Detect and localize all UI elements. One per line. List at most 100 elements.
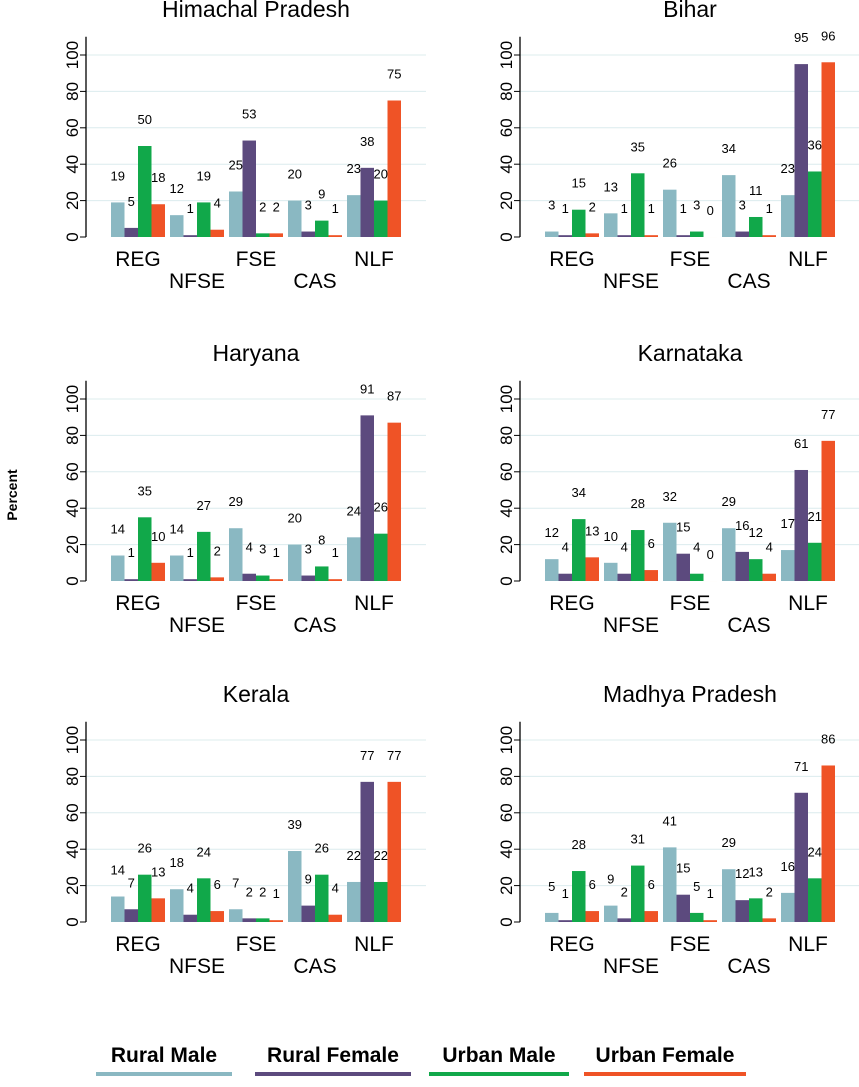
bar <box>545 559 559 581</box>
data-label: 1 <box>273 886 280 901</box>
data-label: 10 <box>151 529 165 544</box>
y-tick-label: 40 <box>497 499 516 518</box>
data-label: 6 <box>589 877 596 892</box>
bar <box>210 577 224 581</box>
bar <box>735 551 749 581</box>
bar <box>735 231 749 237</box>
x-tick-label: NLF <box>788 248 828 271</box>
data-label: 35 <box>138 483 152 498</box>
bar <box>821 62 835 237</box>
x-tick-label: REG <box>115 248 161 271</box>
x-tick-label: REG <box>549 592 595 615</box>
bar <box>256 575 270 581</box>
data-label: 24 <box>347 503 361 518</box>
bar <box>151 562 165 581</box>
panel-title: Himachal Pradesh <box>162 0 350 22</box>
data-label: 24 <box>808 844 822 859</box>
bar <box>347 537 361 581</box>
data-label: 2 <box>246 884 253 899</box>
x-tick-label: NFSE <box>169 270 225 293</box>
bar <box>558 573 572 581</box>
bar <box>387 100 401 237</box>
data-label: 14 <box>111 522 125 537</box>
x-tick-label: NFSE <box>169 955 225 978</box>
data-label: 4 <box>187 881 194 896</box>
x-tick-label: NLF <box>354 933 394 956</box>
bar <box>170 889 184 922</box>
bar <box>138 517 152 581</box>
data-label: 26 <box>663 156 677 171</box>
bar <box>572 209 586 237</box>
data-label: 20 <box>288 511 302 526</box>
data-label: 1 <box>707 886 714 901</box>
panel-haryana: Haryana0204060801001413510REG141272NFSE2… <box>63 340 426 637</box>
bar <box>690 912 704 922</box>
data-label: 3 <box>305 198 312 213</box>
y-tick-label: 60 <box>497 803 516 822</box>
data-label: 6 <box>648 536 655 551</box>
chart-legend: Rural Male Rural Female Urban Male Urban… <box>0 1044 859 1084</box>
bar <box>315 566 329 581</box>
x-tick-label: NFSE <box>169 614 225 637</box>
data-label: 1 <box>332 201 339 216</box>
bar <box>585 911 599 922</box>
bar <box>794 469 808 581</box>
data-label: 53 <box>242 107 256 122</box>
x-tick-label: NLF <box>788 592 828 615</box>
x-tick-label: REG <box>115 592 161 615</box>
bar <box>762 573 776 581</box>
data-label: 24 <box>197 844 211 859</box>
bar <box>676 235 690 237</box>
data-label: 28 <box>631 496 645 511</box>
bar <box>197 878 211 922</box>
data-label: 4 <box>562 540 569 555</box>
data-label: 2 <box>766 884 773 899</box>
legend-swatch <box>255 1072 411 1076</box>
legend-swatch <box>429 1072 569 1076</box>
y-tick-label: 40 <box>63 499 82 518</box>
data-label: 2 <box>589 199 596 214</box>
data-label: 0 <box>707 547 714 562</box>
legend-label: Rural Female <box>267 1044 399 1067</box>
bar <box>124 579 138 581</box>
x-tick-label: CAS <box>727 270 770 293</box>
data-label: 5 <box>693 879 700 894</box>
x-tick-label: CAS <box>293 614 336 637</box>
data-label: 2 <box>621 884 628 899</box>
x-tick-label: NLF <box>354 592 394 615</box>
bar <box>301 575 315 581</box>
bar <box>821 765 835 922</box>
data-label: 16 <box>735 518 749 533</box>
y-tick-label: 100 <box>63 726 82 754</box>
bar <box>315 220 329 237</box>
y-tick-label: 80 <box>497 82 516 101</box>
data-label: 96 <box>821 28 835 43</box>
bar <box>124 909 138 922</box>
y-tick-label: 60 <box>63 462 82 481</box>
data-label: 50 <box>138 112 152 127</box>
data-label: 12 <box>749 525 763 540</box>
y-tick-label: 80 <box>497 426 516 445</box>
x-tick-label: FSE <box>670 933 711 956</box>
bar <box>558 920 572 922</box>
bar <box>347 881 361 922</box>
data-label: 1 <box>621 201 628 216</box>
x-tick-label: NFSE <box>603 270 659 293</box>
bar <box>229 528 243 581</box>
x-tick-label: NLF <box>354 248 394 271</box>
data-label: 8 <box>318 532 325 547</box>
data-label: 75 <box>387 67 401 82</box>
y-tick-label: 100 <box>497 726 516 754</box>
x-tick-label: FSE <box>236 248 277 271</box>
data-label: 1 <box>128 545 135 560</box>
bar <box>269 920 283 922</box>
data-label: 10 <box>604 529 618 544</box>
data-label: 3 <box>693 198 700 213</box>
y-tick-label: 100 <box>63 385 82 413</box>
bar <box>749 898 763 922</box>
y-tick-label: 20 <box>497 535 516 554</box>
data-label: 13 <box>151 864 165 879</box>
bar <box>197 531 211 581</box>
data-label: 77 <box>387 748 401 763</box>
bar <box>301 231 315 237</box>
